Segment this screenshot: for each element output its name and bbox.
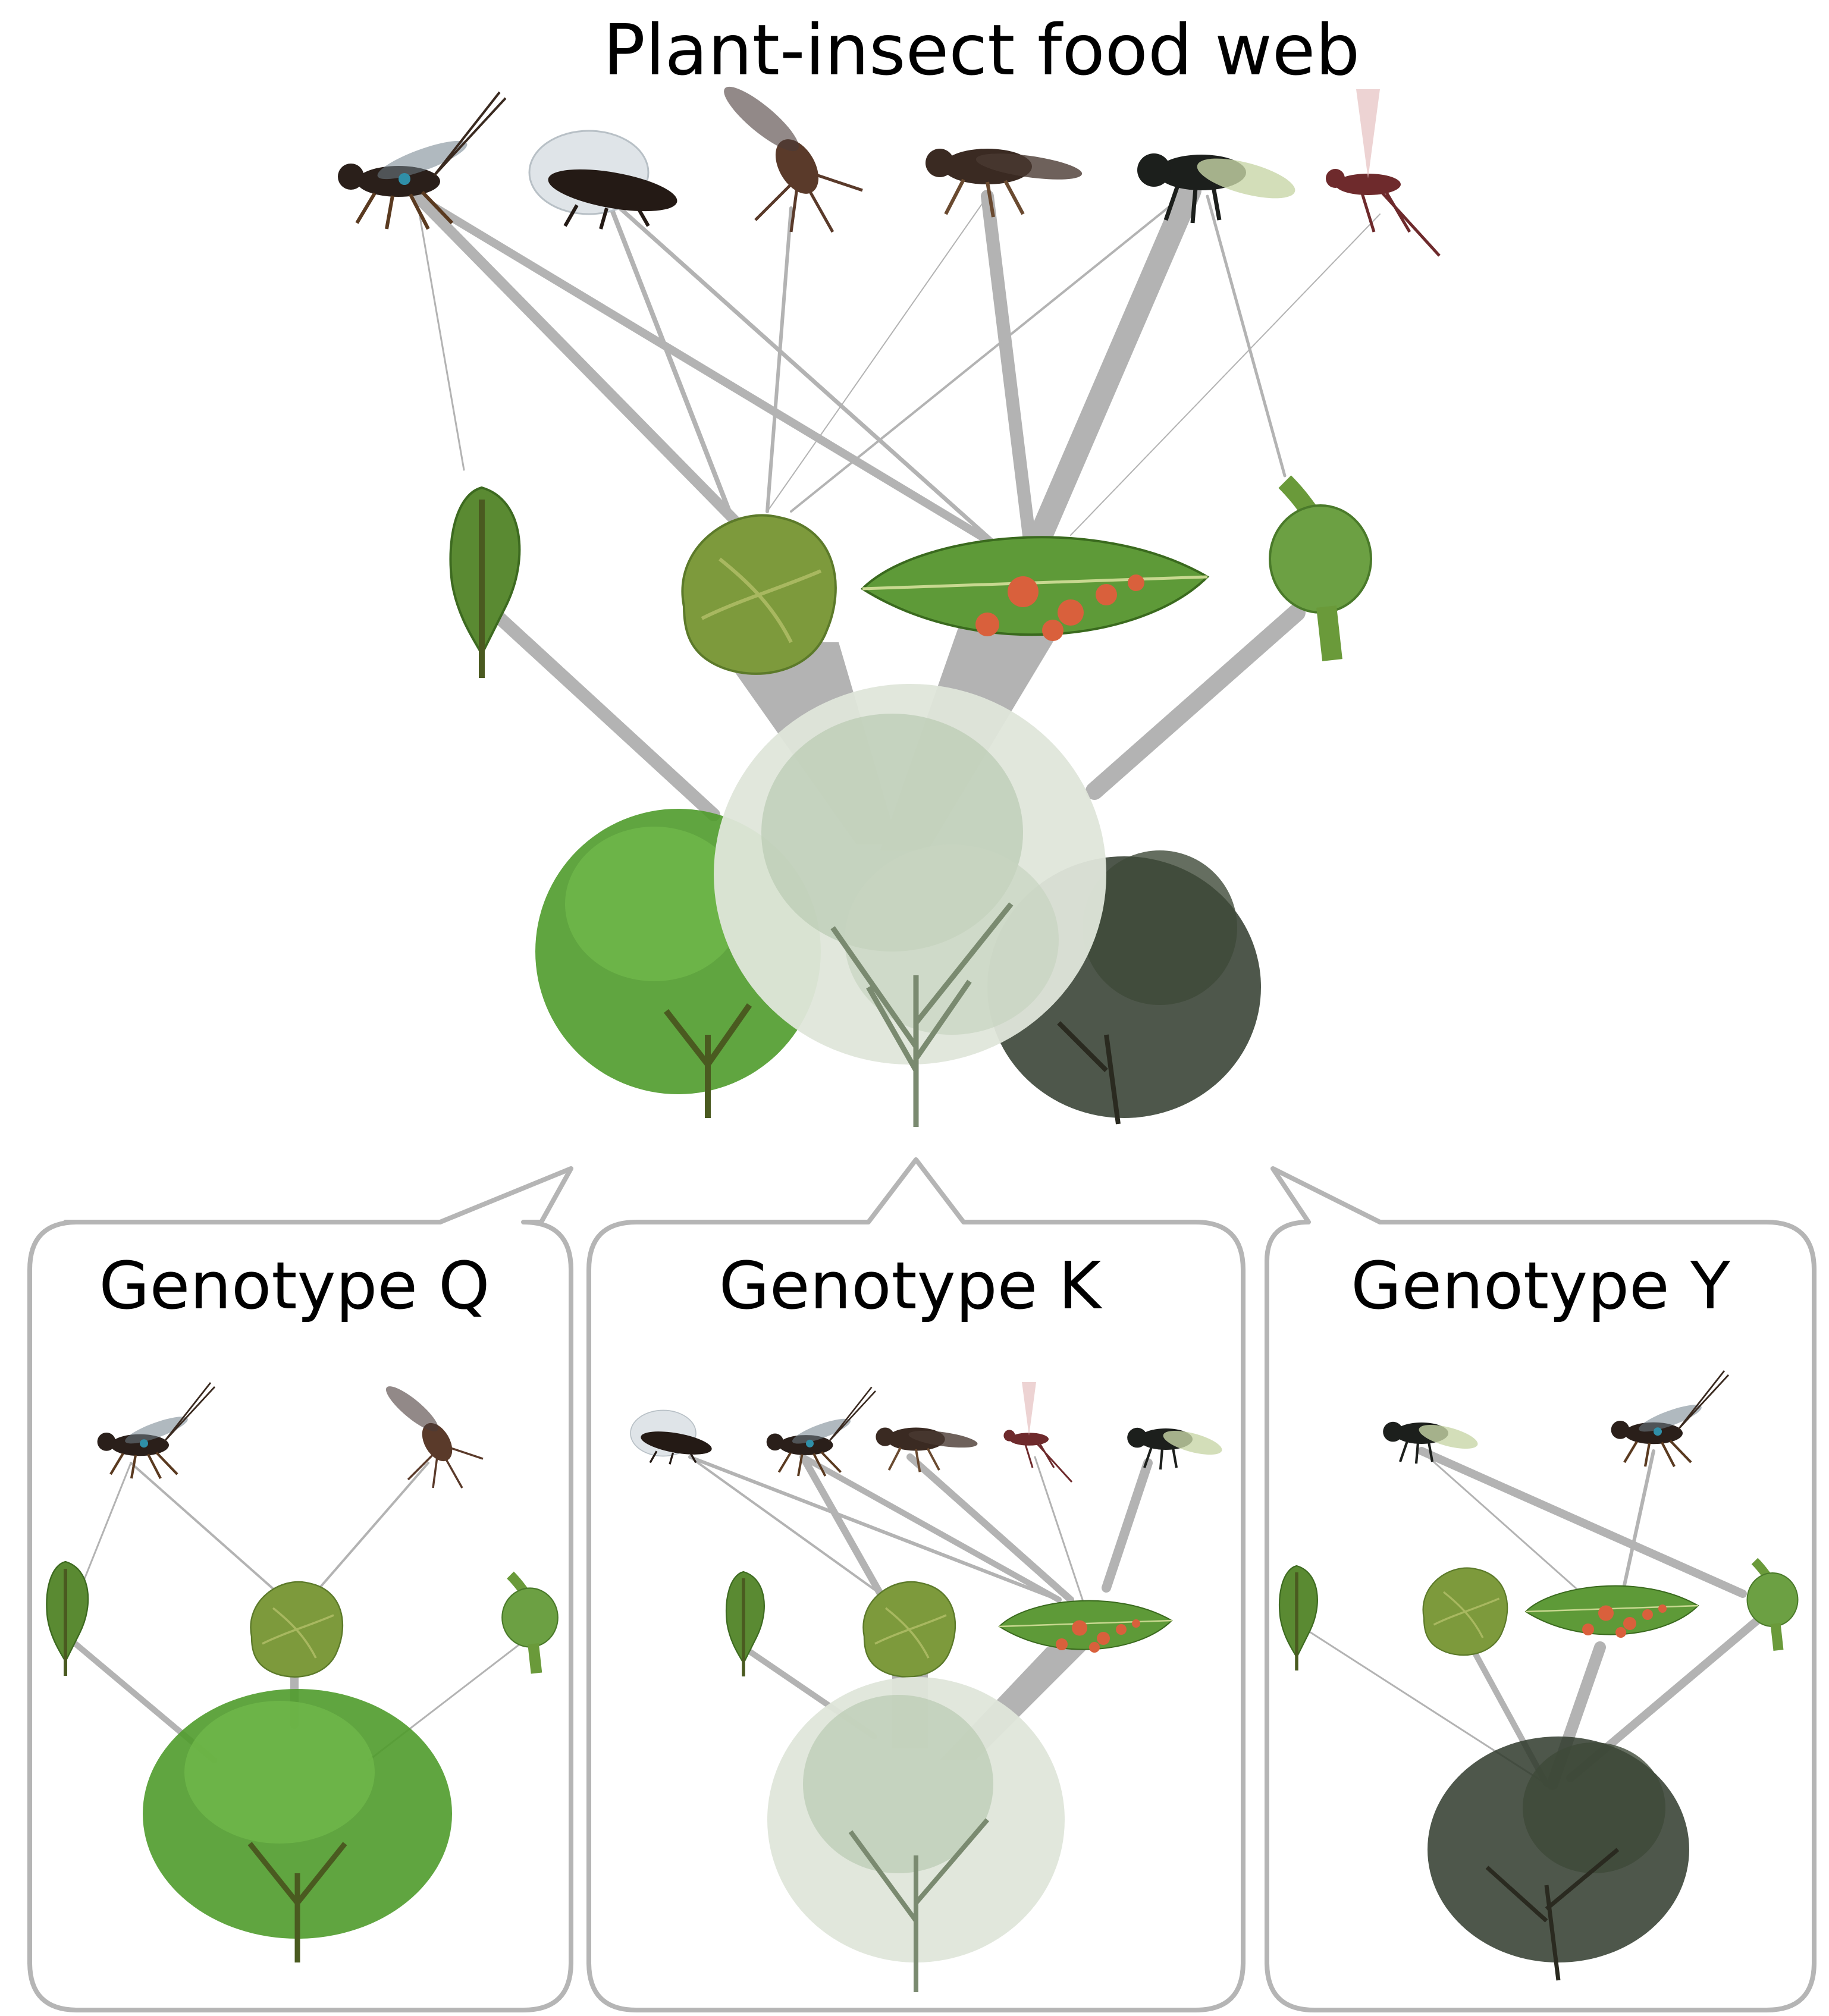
panel-y-bubble xyxy=(1265,1166,1817,2012)
main-plants xyxy=(535,684,1261,1127)
bud-gall-icon xyxy=(682,516,835,674)
bud-gall-icon xyxy=(249,1581,344,1678)
bud-gall-icon xyxy=(862,1581,956,1678)
panel-y-web xyxy=(1279,1371,1797,1981)
brown-wasp-icon xyxy=(926,149,1084,217)
shrub-q-icon xyxy=(143,1689,452,1962)
shrub-y-icon xyxy=(1428,1736,1689,1981)
red-wasp-icon xyxy=(1326,89,1439,256)
panel-k-web xyxy=(629,1381,1224,1992)
shrub-k-icon xyxy=(714,684,1106,1127)
main-herbivores xyxy=(450,482,1371,678)
shrub-k-icon xyxy=(767,1677,1065,1992)
main-parasitoids xyxy=(338,78,1439,256)
bud-gall-icon xyxy=(1422,1566,1508,1656)
panel-q-label: Genotype Q xyxy=(99,1248,490,1324)
panel-q-web xyxy=(46,1379,557,1962)
leaf-gall-icon xyxy=(862,537,1207,641)
panel-y-label: Genotype Y xyxy=(1351,1248,1731,1324)
panel-k-label: Genotype K xyxy=(719,1248,1103,1324)
winged-wasp-icon xyxy=(529,131,680,229)
diagram-title: Plant-insect food web xyxy=(603,9,1360,91)
leaf-roll-icon xyxy=(450,488,519,678)
